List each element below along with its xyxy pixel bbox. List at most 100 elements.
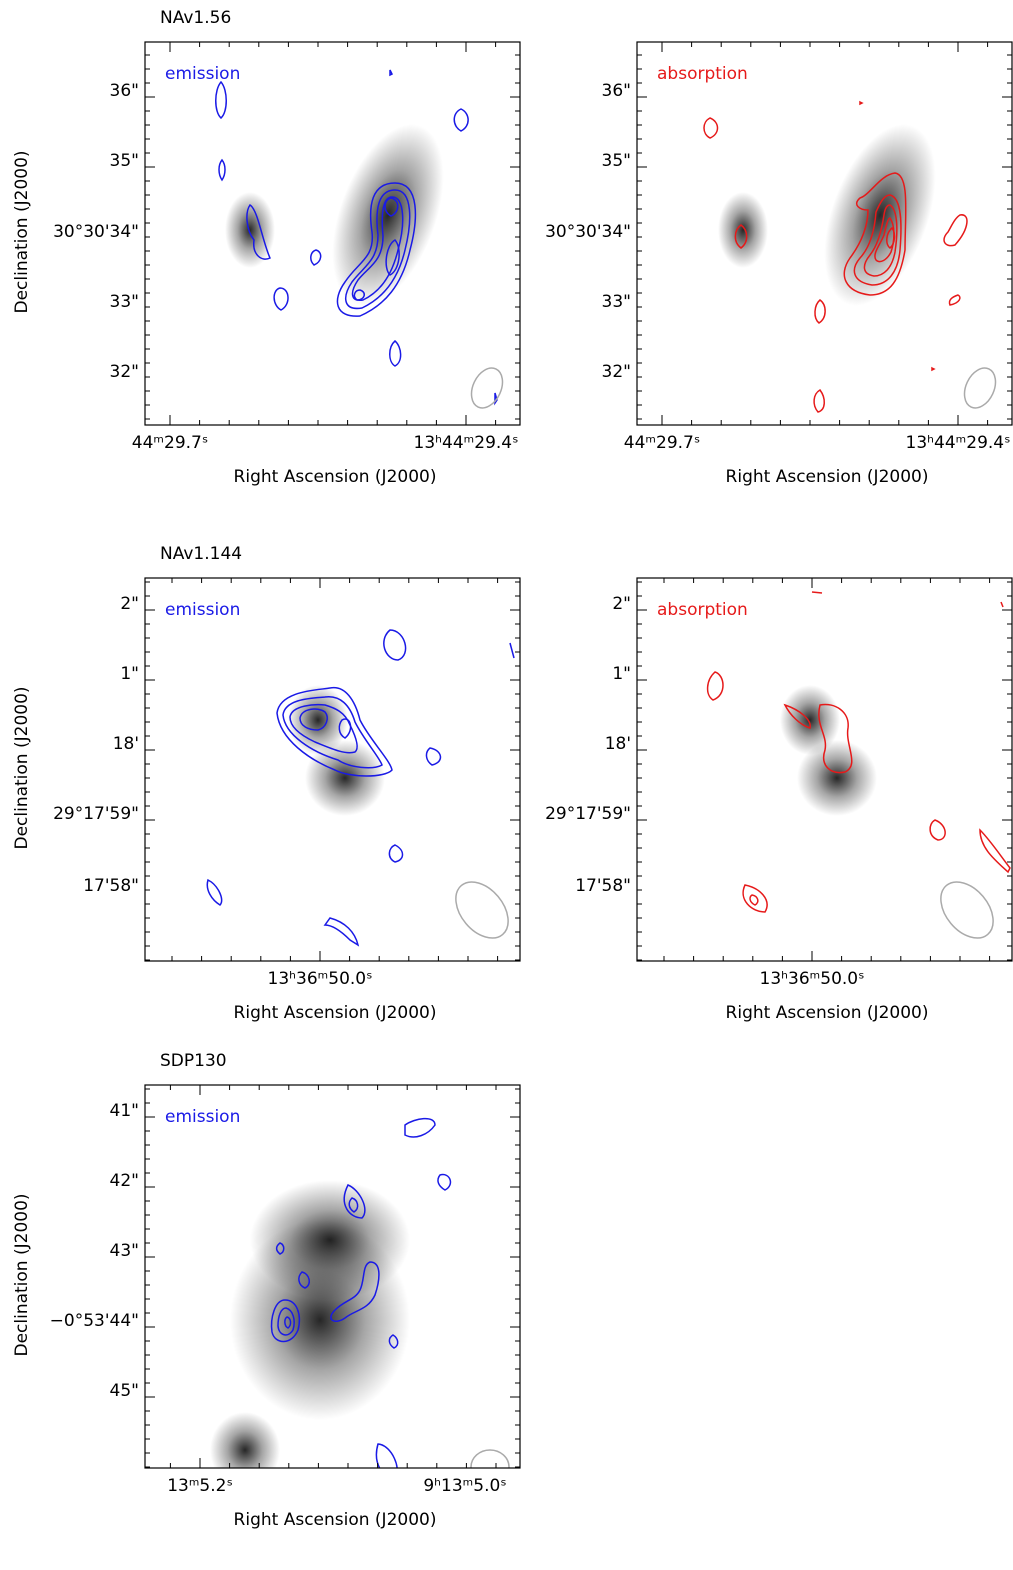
contour xyxy=(886,226,896,249)
contour xyxy=(277,1307,295,1336)
y-tick-label: 33" xyxy=(602,292,631,312)
contour xyxy=(703,117,719,139)
contour xyxy=(383,629,407,661)
contour xyxy=(389,340,402,367)
contour xyxy=(330,1261,380,1322)
contour xyxy=(859,100,864,106)
intensity xyxy=(718,192,768,268)
frame xyxy=(636,577,1013,962)
contour xyxy=(929,819,946,841)
x-tick-label: 44ᵐ29.7ˢ xyxy=(624,433,700,453)
intensity xyxy=(288,685,348,755)
y-tick-label: 35" xyxy=(602,151,631,171)
contour xyxy=(273,287,289,311)
contour xyxy=(404,1117,436,1138)
x-tick-label: 13ᵐ5.2ˢ xyxy=(167,1476,233,1496)
y-tick-label: 18' xyxy=(605,734,631,754)
panel: 36" 35" 30°30'34" 33" 32" 44ᵐ29.7ˢ 13ʰ44ᵐ29.4ˢ… xyxy=(545,41,1013,487)
y-tick-label: 29°17'59" xyxy=(545,804,631,824)
intensity xyxy=(780,685,840,755)
x-tick-label: 44ᵐ29.7ˢ xyxy=(132,433,208,453)
contour xyxy=(298,1271,310,1289)
contour xyxy=(343,1184,366,1219)
panel-title: NAv1.144 xyxy=(160,544,242,564)
map xyxy=(703,100,997,413)
contour xyxy=(931,366,936,372)
panel: 2" 1" 18' 29°17'59" 17'58" 13ʰ36ᵐ50.0ˢ absorpt… xyxy=(545,577,1013,1023)
beam xyxy=(940,881,994,939)
y-tick-label: 32" xyxy=(110,362,139,382)
contour xyxy=(948,294,961,306)
x-axis-label: Right Ascension (J2000) xyxy=(726,1003,929,1023)
contour xyxy=(348,1197,359,1213)
beam xyxy=(963,367,997,409)
x-tick-label: 13ʰ44ᵐ29.4ˢ xyxy=(414,433,519,453)
beam xyxy=(455,881,509,939)
contour xyxy=(276,686,393,777)
beam xyxy=(470,367,504,409)
contour xyxy=(353,289,365,301)
y-tick-label: 2" xyxy=(120,594,139,614)
x-axis-label: Right Ascension (J2000) xyxy=(234,1510,437,1530)
y-tick-label: −0°53'44" xyxy=(50,1311,139,1331)
frame xyxy=(144,1084,521,1469)
map xyxy=(706,591,1011,939)
panel-label: emission xyxy=(165,1107,240,1127)
panel-label: absorption xyxy=(657,64,748,84)
y-tick-label: 41" xyxy=(110,1101,139,1121)
contour xyxy=(494,392,498,406)
contour xyxy=(282,696,383,769)
contour xyxy=(979,828,1011,874)
y-tick-label: 2" xyxy=(612,594,631,614)
contour xyxy=(783,703,811,729)
panel-title: NAv1.56 xyxy=(160,8,231,28)
y-tick-label: 36" xyxy=(602,81,631,101)
contour xyxy=(284,1316,292,1329)
contour xyxy=(853,194,902,286)
y-tick-label: 36" xyxy=(110,81,139,101)
panel-title: SDP130 xyxy=(160,1051,227,1071)
y-tick-label: 32" xyxy=(602,362,631,382)
map xyxy=(215,69,504,409)
x-axis-label: Right Ascension (J2000) xyxy=(726,467,929,487)
y-tick-label: 1" xyxy=(120,664,139,684)
y-tick-label: 42" xyxy=(110,1171,139,1191)
x-tick-label: 13ʰ36ᵐ50.0ˢ xyxy=(760,969,865,989)
contour xyxy=(385,239,400,276)
map xyxy=(210,1117,510,1468)
panel: 36" 35" 30°30'34" 33" 32" 44ᵐ29.7ˢ 13ʰ44ᵐ29.4ˢ… xyxy=(12,8,521,487)
contour xyxy=(509,642,515,659)
contour xyxy=(310,249,322,266)
y-tick-label: 45" xyxy=(110,1381,139,1401)
intensity xyxy=(797,740,877,816)
beam xyxy=(470,1449,510,1468)
y-tick-label: 33" xyxy=(110,292,139,312)
contour xyxy=(749,894,759,906)
contour xyxy=(384,197,399,217)
x-axis-label: Right Ascension (J2000) xyxy=(234,1003,437,1023)
panel: 41" 42" 43" −0°53'44" 45" 13ᵐ5.2ˢ 9ʰ13ᵐ5.0ˢ emi… xyxy=(12,1051,521,1530)
contour xyxy=(289,703,358,754)
x-axis-label: Right Ascension (J2000) xyxy=(234,467,437,487)
y-tick-label: 17'58" xyxy=(83,876,139,896)
contour xyxy=(215,80,227,119)
contour xyxy=(389,69,394,77)
contour xyxy=(425,747,442,766)
intensity xyxy=(824,124,936,306)
contour xyxy=(338,718,352,739)
y-tick-label: 29°17'59" xyxy=(53,804,139,824)
contour xyxy=(706,671,724,701)
panel-label: emission xyxy=(165,600,240,620)
contour xyxy=(811,591,823,594)
y-tick-label: 30°30'34" xyxy=(53,222,139,242)
y-axis-label: Declination (J2000) xyxy=(12,1193,32,1356)
x-tick-label: 13ʰ44ᵐ29.4ˢ xyxy=(906,433,1011,453)
x-tick-label: 9ʰ13ᵐ5.0ˢ xyxy=(423,1476,506,1496)
contour xyxy=(275,1242,285,1255)
intensity xyxy=(210,1412,280,1468)
panel-label: emission xyxy=(165,64,240,84)
contour xyxy=(818,703,853,774)
contour xyxy=(437,1173,452,1191)
contour xyxy=(323,917,360,947)
